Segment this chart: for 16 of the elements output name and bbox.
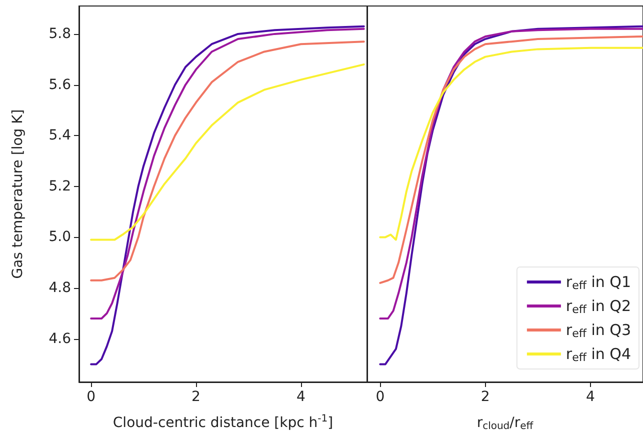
x-tick-label: 0 [86,389,96,405]
y-tick-label: 5.2 [48,178,71,194]
y-tick-label: 5.0 [48,229,71,246]
line-series [90,40,365,282]
x-tick-label: 2 [480,389,490,405]
y-tick-label: 4.6 [48,330,72,347]
line-series [90,63,365,241]
x-tick-label: 0 [376,389,385,405]
y-tick-label: 5.8 [48,26,71,42]
y-axis-title: Gas temperature [log K] [10,109,26,279]
y-tick-label: 4.8 [48,280,71,296]
x-tick-label: 2 [192,389,200,405]
y-tick-label: 5.4 [48,128,72,144]
y-tick-label: 5.6 [48,76,72,93]
x-tick-label: 4 [586,389,595,405]
x-tick-label: 4 [296,389,306,405]
